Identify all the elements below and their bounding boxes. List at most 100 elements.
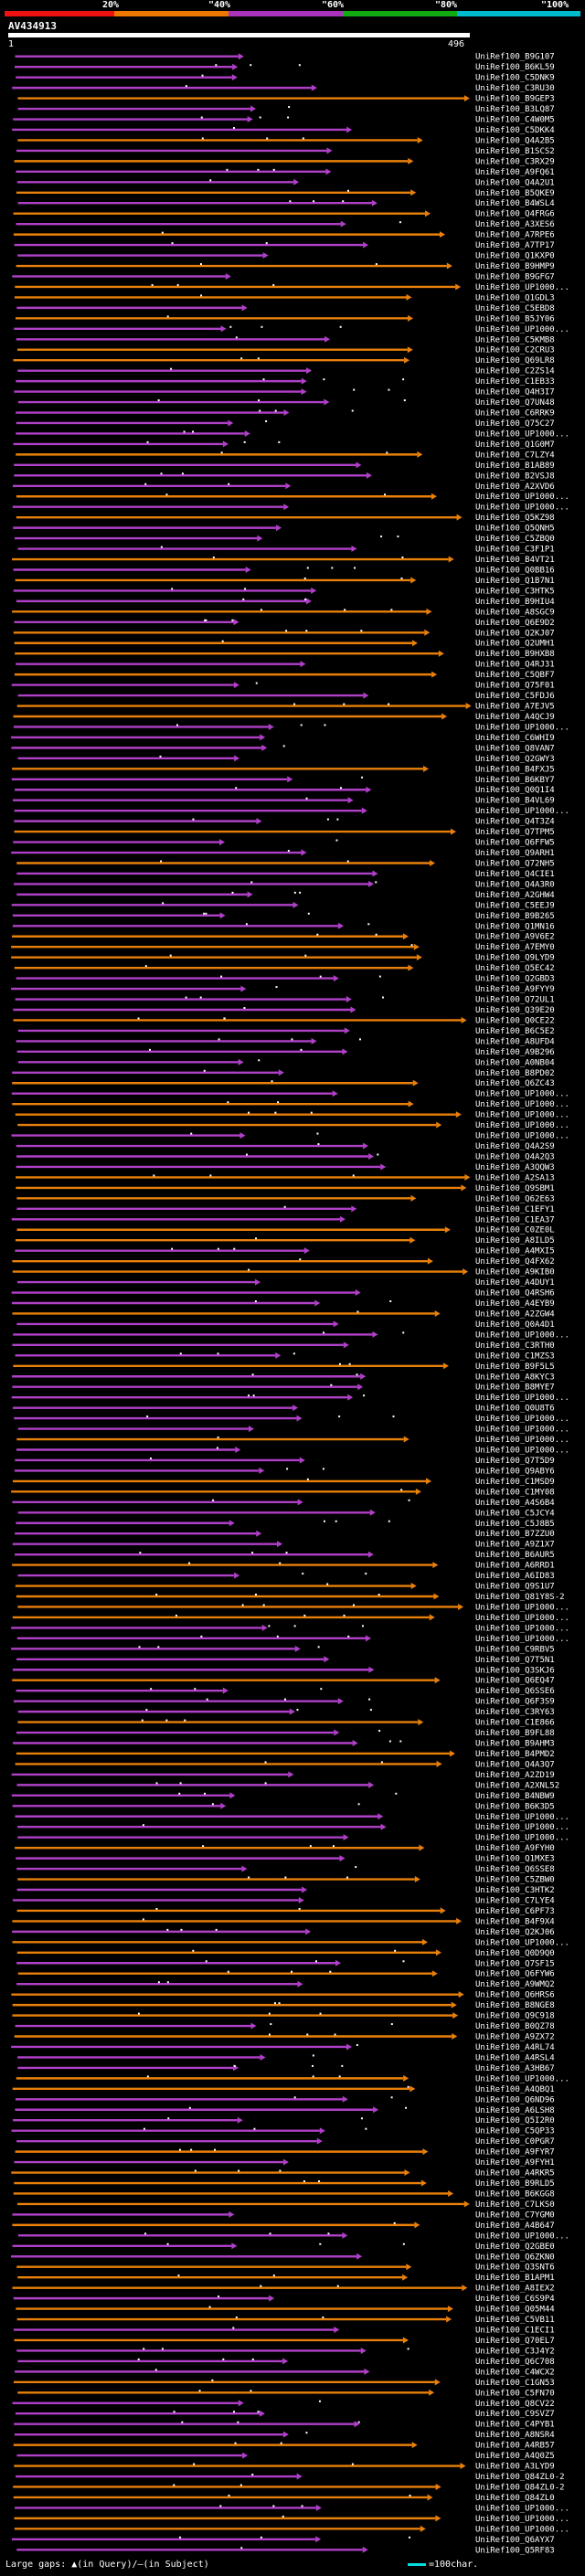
hit-label[interactable]: UniRef100_UP1000... — [475, 2074, 569, 2083]
hit-label[interactable]: UniRef100_A9WMQ2 — [475, 1980, 555, 1989]
hit-label[interactable]: UniRef100_B6KL59 — [475, 63, 555, 72]
hit-label[interactable]: UniRef100_Q6ZKN0 — [475, 2253, 555, 2262]
hit-label[interactable]: UniRef100_A4EYB9 — [475, 1299, 555, 1309]
hit-label[interactable]: UniRef100_A2GHW4 — [475, 891, 555, 900]
hit-label[interactable]: UniRef100_B9F5L5 — [475, 1362, 555, 1372]
hit-label[interactable]: UniRef100_C7LZY4 — [475, 451, 555, 460]
hit-label[interactable]: UniRef100_A6LSH8 — [475, 2106, 555, 2115]
hit-label[interactable]: UniRef100_C3RX29 — [475, 157, 555, 166]
hit-label[interactable]: UniRef100_Q5QNH5 — [475, 525, 555, 534]
hit-label[interactable]: UniRef100_B5QKE9 — [475, 189, 555, 198]
hit-label[interactable]: UniRef100_C5ZBQ0 — [475, 535, 555, 544]
hit-label[interactable]: UniRef100_C1MSD9 — [475, 1478, 555, 1487]
hit-label[interactable]: UniRef100_UP1000... — [475, 1426, 569, 1435]
hit-label[interactable]: UniRef100_Q6EQ47 — [475, 1677, 555, 1686]
hit-label[interactable]: UniRef100_A4QBQ1 — [475, 2085, 555, 2094]
hit-label[interactable]: UniRef100_A4QCJ9 — [475, 713, 555, 722]
hit-label[interactable]: UniRef100_B4PMD2 — [475, 1750, 555, 1759]
hit-label[interactable]: UniRef100_B8NGE8 — [475, 2001, 555, 2010]
hit-label[interactable]: UniRef100_A3XES6 — [475, 220, 555, 229]
hit-label[interactable]: UniRef100_B4WSL4 — [475, 199, 555, 208]
hit-label[interactable]: UniRef100_C7LYE4 — [475, 1896, 555, 1905]
hit-label[interactable]: UniRef100_Q6FYW6 — [475, 1970, 555, 1979]
hit-label[interactable]: UniRef100_Q72UL1 — [475, 996, 555, 1005]
hit-label[interactable]: UniRef100_C5EEJ9 — [475, 901, 555, 910]
hit-label[interactable]: UniRef100_Q8CV22 — [475, 2400, 555, 2409]
hit-label[interactable]: UniRef100_C9SVZ7 — [475, 2410, 555, 2419]
hit-label[interactable]: UniRef100_Q75C27 — [475, 419, 555, 429]
hit-label[interactable]: UniRef100_B9B265 — [475, 912, 555, 921]
hit-label[interactable]: UniRef100_A9FYH1 — [475, 2158, 555, 2168]
hit-label[interactable]: UniRef100_A9FQ61 — [475, 168, 555, 177]
hit-label[interactable]: UniRef100_Q7SF15 — [475, 1959, 555, 1968]
hit-label[interactable]: UniRef100_A4MXI5 — [475, 1247, 555, 1256]
hit-label[interactable]: UniRef100_UP1000... — [475, 1132, 569, 1141]
hit-label[interactable]: UniRef100_Q9S1U7 — [475, 1583, 555, 1592]
hit-label[interactable]: UniRef100_A6ID83 — [475, 1572, 555, 1581]
hit-label[interactable]: UniRef100_Q8VAN7 — [475, 744, 555, 753]
hit-label[interactable]: UniRef100_A4RB57 — [475, 2442, 555, 2451]
hit-label[interactable]: UniRef100_C1EFY1 — [475, 1205, 555, 1214]
hit-label[interactable]: UniRef100_B6KBY7 — [475, 776, 555, 785]
hit-label[interactable]: UniRef100_B9HMP9 — [475, 262, 555, 271]
hit-label[interactable]: UniRef100_Q7UN48 — [475, 398, 555, 408]
hit-label[interactable]: UniRef100_Q69LR8 — [475, 356, 555, 366]
hit-label[interactable]: UniRef100_A2ZD19 — [475, 1771, 555, 1780]
hit-label[interactable]: UniRef100_UP1000... — [475, 1436, 569, 1445]
hit-label[interactable]: UniRef100_C1ECI1 — [475, 2327, 555, 2336]
hit-label[interactable]: UniRef100_A9FYY9 — [475, 985, 555, 994]
hit-label[interactable]: UniRef100_Q39E20 — [475, 1006, 555, 1015]
hit-label[interactable]: UniRef100_C1E866 — [475, 1719, 555, 1728]
hit-label[interactable]: UniRef100_C2ZS14 — [475, 367, 555, 376]
hit-label[interactable]: UniRef100_C0PGR7 — [475, 2137, 555, 2147]
hit-label[interactable]: UniRef100_Q4A2S9 — [475, 1142, 555, 1151]
hit-label[interactable]: UniRef100_Q3SKJ6 — [475, 1666, 555, 1675]
hit-label[interactable]: UniRef100_B6C5E2 — [475, 1027, 555, 1036]
hit-label[interactable]: UniRef100_UP1000... — [475, 1823, 569, 1832]
hit-label[interactable]: UniRef100_C5FDJ6 — [475, 692, 555, 701]
hit-label[interactable]: UniRef100_Q6ND96 — [475, 2095, 555, 2104]
hit-label[interactable]: UniRef100_A9FYR7 — [475, 2148, 555, 2157]
hit-label[interactable]: UniRef100_B4VT21 — [475, 556, 555, 565]
hit-label[interactable]: UniRef100_Q6F3S9 — [475, 1698, 555, 1707]
hit-label[interactable]: UniRef100_C9RBV5 — [475, 1645, 555, 1654]
hit-label[interactable]: UniRef100_Q84ZL0-2 — [475, 2473, 565, 2482]
hit-label[interactable]: UniRef100_Q6ZC43 — [475, 1079, 555, 1088]
hit-label[interactable]: UniRef100_UP1000... — [475, 2525, 569, 2534]
hit-label[interactable]: UniRef100_UP1000... — [475, 1447, 569, 1456]
hit-label[interactable]: UniRef100_B3LQ87 — [475, 105, 555, 114]
hit-label[interactable]: UniRef100_C3F1P1 — [475, 546, 555, 555]
hit-label[interactable]: UniRef100_UP1000... — [475, 1624, 569, 1633]
hit-label[interactable]: UniRef100_Q0U8T6 — [475, 1405, 555, 1414]
hit-label[interactable]: UniRef100_B9GFG7 — [475, 272, 555, 281]
hit-label[interactable]: UniRef100_A8ILD5 — [475, 1236, 555, 1246]
hit-label[interactable]: UniRef100_Q6SSE6 — [475, 1687, 555, 1696]
hit-label[interactable]: UniRef100_Q75F01 — [475, 682, 555, 691]
hit-label[interactable]: UniRef100_Q4RJ31 — [475, 661, 555, 670]
hit-label[interactable]: UniRef100_UP1000... — [475, 1614, 569, 1623]
hit-label[interactable]: UniRef100_UP1000... — [475, 1415, 569, 1424]
hit-label[interactable]: UniRef100_UP1000... — [475, 2504, 569, 2513]
hit-label[interactable]: UniRef100_B9HIU4 — [475, 598, 555, 607]
hit-label[interactable]: UniRef100_Q5RF83 — [475, 2546, 555, 2555]
hit-label[interactable]: UniRef100_Q2GWY3 — [475, 755, 555, 764]
hit-label[interactable]: UniRef100_A2ZGW4 — [475, 1309, 555, 1319]
hit-label[interactable]: UniRef100_C4W0M5 — [475, 116, 555, 125]
hit-label[interactable]: UniRef100_A4S6B4 — [475, 1499, 555, 1508]
hit-label[interactable]: UniRef100_C5QBF7 — [475, 671, 555, 680]
hit-label[interactable]: UniRef100_B9RLD5 — [475, 2179, 555, 2189]
hit-label[interactable]: UniRef100_B1SCS2 — [475, 147, 555, 156]
hit-label[interactable]: UniRef100_Q4A2B5 — [475, 136, 555, 145]
hit-label[interactable]: UniRef100_Q4A3R0 — [475, 880, 555, 889]
hit-label[interactable]: UniRef100_C1EA37 — [475, 1215, 555, 1224]
hit-label[interactable]: UniRef100_C3J4Y2 — [475, 2347, 555, 2356]
hit-label[interactable]: UniRef100_Q4RSH6 — [475, 1289, 555, 1299]
hit-label[interactable]: UniRef100_C5ZBW0 — [475, 1876, 555, 1885]
hit-label[interactable]: UniRef100_A3HB67 — [475, 2064, 555, 2073]
hit-label[interactable]: UniRef100_Q6C708 — [475, 2358, 555, 2367]
hit-label[interactable]: UniRef100_C3RTH0 — [475, 1341, 555, 1351]
hit-label[interactable]: UniRef100_Q2UMH1 — [475, 640, 555, 649]
hit-label[interactable]: UniRef100_C5DKK4 — [475, 126, 555, 135]
hit-label[interactable]: UniRef100_B4NBW9 — [475, 1792, 555, 1801]
hit-label[interactable]: UniRef100_Q9C918 — [475, 2012, 555, 2021]
